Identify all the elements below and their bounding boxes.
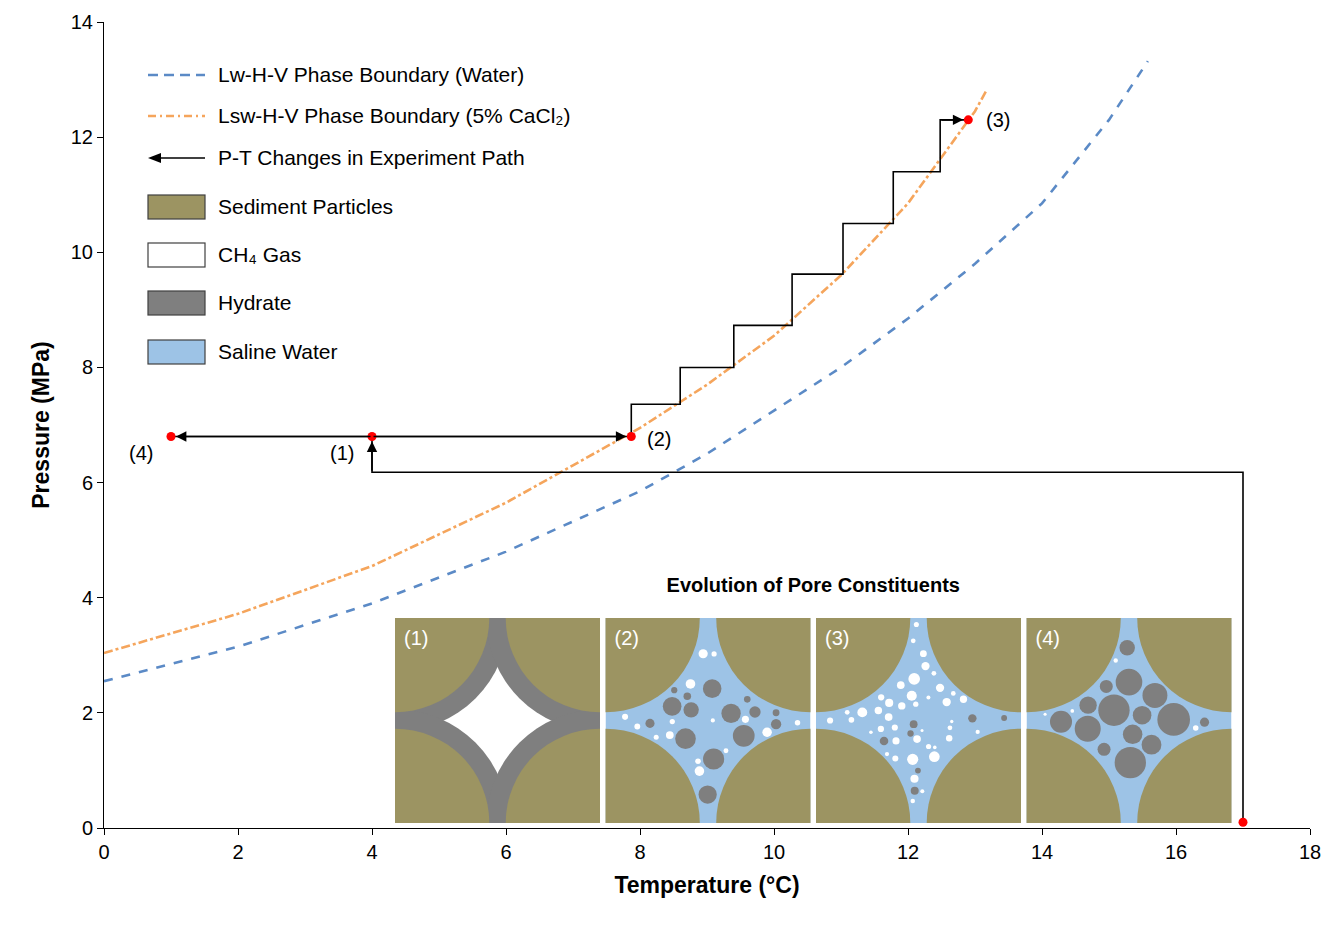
svg-text:(2): (2) (615, 627, 639, 649)
svg-text:10: 10 (71, 241, 93, 263)
svg-text:(1): (1) (404, 627, 428, 649)
svg-text:(3): (3) (825, 627, 849, 649)
svg-text:Temperature (°C): Temperature (°C) (614, 872, 799, 898)
svg-text:Saline Water: Saline Water (218, 340, 337, 363)
svg-text:14: 14 (1031, 841, 1053, 863)
svg-text:(4): (4) (129, 442, 153, 464)
svg-text:12: 12 (897, 841, 919, 863)
svg-text:CH₄ Gas: CH₄ Gas (218, 243, 301, 266)
svg-text:8: 8 (634, 841, 645, 863)
svg-text:6: 6 (82, 472, 93, 494)
svg-text:2: 2 (82, 702, 93, 724)
svg-text:Lsw-H-V Phase Boundary (5% CaC: Lsw-H-V Phase Boundary (5% CaCl₂) (218, 104, 570, 127)
svg-text:16: 16 (1165, 841, 1187, 863)
svg-text:Pressure (MPa): Pressure (MPa) (28, 341, 54, 508)
svg-text:(3): (3) (986, 109, 1010, 131)
svg-text:(1): (1) (330, 442, 354, 464)
svg-text:6: 6 (500, 841, 511, 863)
svg-text:Evolution of Pore Constituents: Evolution of Pore Constituents (667, 574, 960, 596)
svg-text:2: 2 (232, 841, 243, 863)
svg-text:0: 0 (98, 841, 109, 863)
svg-text:14: 14 (71, 11, 93, 33)
svg-text:10: 10 (763, 841, 785, 863)
svg-text:Lw-H-V Phase Boundary (Water): Lw-H-V Phase Boundary (Water) (218, 63, 524, 86)
svg-text:12: 12 (71, 126, 93, 148)
svg-text:18: 18 (1299, 841, 1321, 863)
svg-text:8: 8 (82, 356, 93, 378)
svg-text:0: 0 (82, 817, 93, 839)
svg-text:4: 4 (366, 841, 377, 863)
svg-text:Hydrate: Hydrate (218, 291, 292, 314)
svg-text:(4): (4) (1036, 627, 1060, 649)
svg-text:Sediment Particles: Sediment Particles (218, 195, 393, 218)
svg-text:(2): (2) (647, 428, 671, 450)
svg-text:P-T Changes in Experiment Path: P-T Changes in Experiment Path (218, 146, 525, 169)
svg-text:4: 4 (82, 587, 93, 609)
